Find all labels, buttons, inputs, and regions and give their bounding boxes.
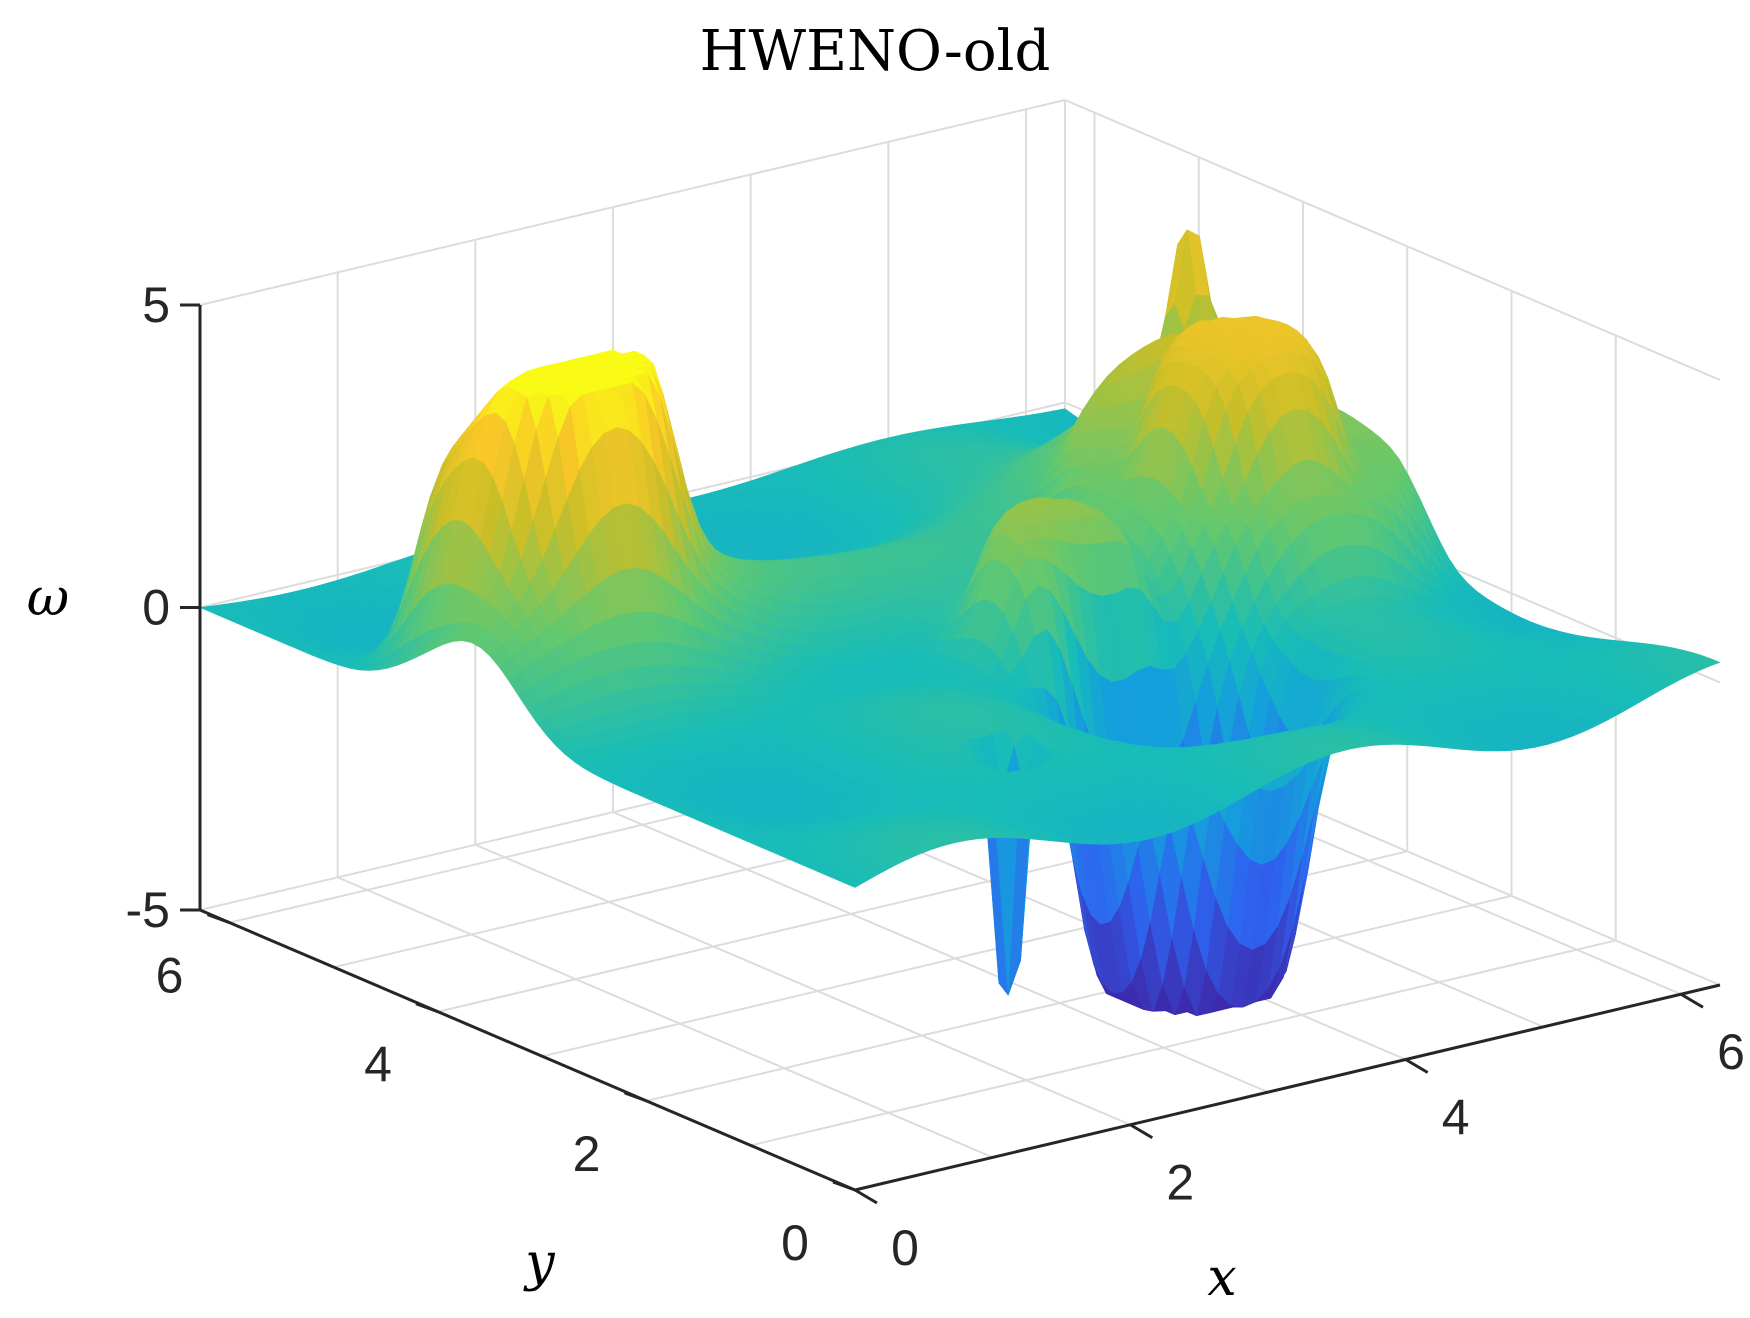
z-tick-label: 5 (142, 277, 170, 333)
back-wall-grid-line (200, 100, 1065, 305)
x-tick (1681, 994, 1703, 1007)
y-tick-label: 4 (364, 1037, 392, 1093)
y-tick-label: 6 (156, 948, 184, 1004)
z-tick-label: -5 (126, 882, 170, 938)
y-tick-label: 0 (781, 1215, 809, 1271)
x-tick-label: 2 (1166, 1155, 1194, 1211)
y-tick-label: 2 (573, 1126, 601, 1182)
z-axis-label: ω (27, 568, 69, 628)
x-tick (1130, 1125, 1152, 1138)
x-tick (1406, 1059, 1428, 1072)
floor-grid-line (647, 896, 1512, 1101)
y-tick (416, 1004, 438, 1012)
x-axis-line (855, 985, 1720, 1190)
floor-grid-line (475, 845, 1130, 1125)
surface-layer (200, 230, 1720, 1016)
y-axis-label: y (523, 1233, 555, 1293)
chart-title: HWENO-old (700, 19, 1051, 84)
x-tick (855, 1190, 877, 1203)
y-axis-line (200, 910, 855, 1190)
y-tick (625, 1093, 647, 1101)
y-tick (833, 1182, 855, 1190)
floor-grid-line (338, 877, 993, 1157)
x-axis-label: x (1207, 1248, 1236, 1308)
z-tick-label: 0 (142, 580, 170, 636)
x-tick-label: 0 (891, 1220, 919, 1276)
y-tick (208, 915, 230, 923)
x-tick-label: 6 (1717, 1024, 1745, 1080)
x-tick-label: 4 (1442, 1089, 1470, 1145)
